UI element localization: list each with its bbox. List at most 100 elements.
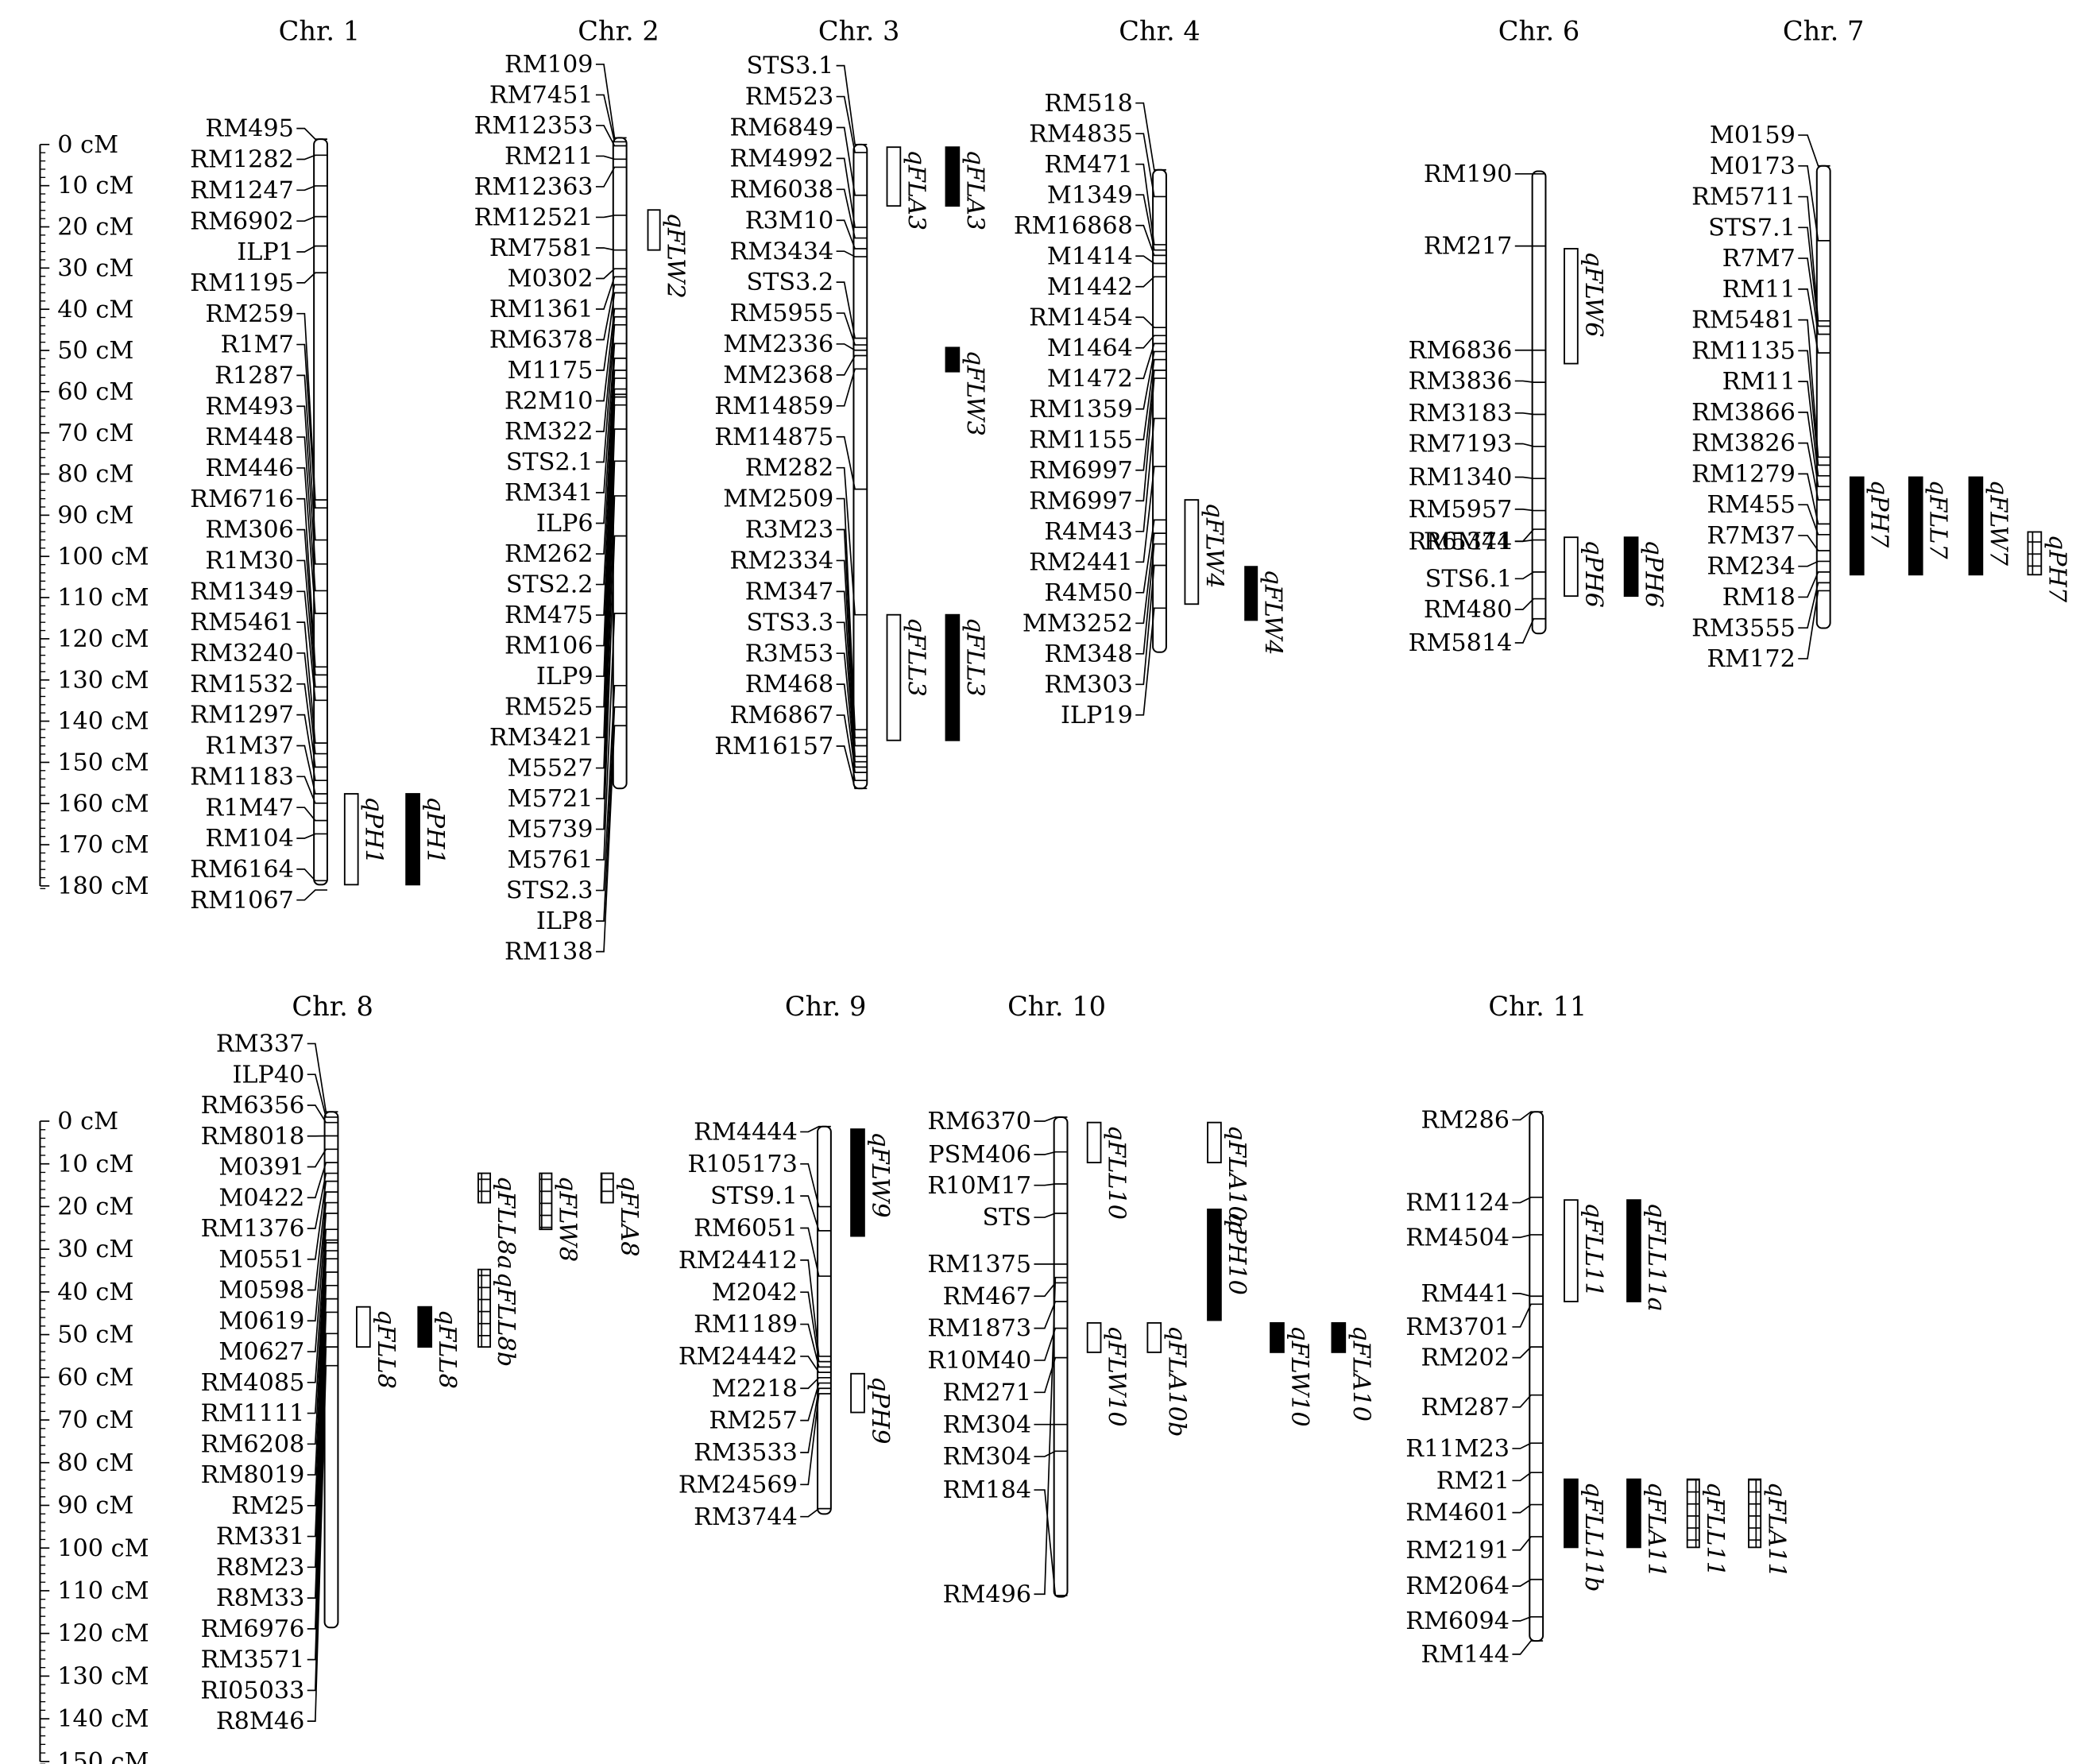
marker-label: RM6997 <box>1029 487 1133 515</box>
marker-label: RM2334 <box>730 547 834 575</box>
marker-label: RM525 <box>505 694 593 721</box>
marker-label: M2218 <box>712 1375 798 1402</box>
marker-label: RM3240 <box>190 640 294 667</box>
marker-label: ILP19 <box>1061 702 1133 729</box>
marker-label: RM5814 <box>1409 629 1513 657</box>
marker-label: M1472 <box>1047 365 1133 393</box>
qtl-bar <box>477 1172 492 1204</box>
marker-connector <box>307 1213 338 1352</box>
marker-label: R1287 <box>215 362 294 389</box>
marker-label: M1464 <box>1047 335 1133 362</box>
marker-label: M1349 <box>1047 181 1133 209</box>
marker-label: MM2509 <box>723 485 833 513</box>
marker-connector <box>1135 224 1166 257</box>
marker-label: RM475 <box>505 602 593 629</box>
scale-label: 150 cM <box>57 749 149 777</box>
marker-connector <box>1512 1111 1544 1121</box>
marker-connector <box>296 312 327 501</box>
marker-label: R6M44 <box>1424 528 1513 555</box>
marker-connector <box>296 745 327 795</box>
chromosome-body <box>612 137 628 790</box>
scale-label: 20 cM <box>57 1193 133 1221</box>
qtl-label: qFLL11 <box>1579 1203 1607 1298</box>
marker-connector <box>1798 319 1831 458</box>
marker-connector <box>1135 607 1166 716</box>
marker-label: M5761 <box>508 846 593 874</box>
marker-label: RM3836 <box>1409 368 1513 396</box>
marker-connector <box>1135 417 1166 532</box>
chromosome-body <box>313 138 328 886</box>
marker-connector <box>296 497 327 668</box>
marker-label: RM12521 <box>474 204 593 232</box>
marker-connector <box>800 1291 831 1363</box>
marker-label: RM106 <box>505 632 593 660</box>
qtl-label: qPH7 <box>1865 480 1893 548</box>
qtl-bar <box>1270 1321 1285 1353</box>
marker-label: R4M43 <box>1044 518 1133 546</box>
marker-connector <box>1034 1151 1068 1155</box>
marker-connector <box>296 245 327 253</box>
marker-connector <box>836 95 868 153</box>
qtl-label: qFLW4 <box>1200 502 1227 588</box>
marker-connector <box>1034 1489 1068 1596</box>
marker-label: M0619 <box>218 1307 304 1335</box>
marker-label: RM5461 <box>190 609 294 636</box>
marker-connector <box>800 1507 831 1518</box>
marker-connector <box>1135 519 1166 594</box>
marker-connector <box>296 621 327 744</box>
marker-label: R3M23 <box>745 516 834 544</box>
scale-label: 140 cM <box>57 708 149 736</box>
marker-connector <box>595 166 627 188</box>
marker-label: RM322 <box>505 418 593 446</box>
marker-label: RM24412 <box>678 1247 798 1275</box>
marker-label: RM12353 <box>474 112 593 140</box>
marker-label: RM6378 <box>489 327 593 354</box>
marker-label: RM5957 <box>1409 496 1513 524</box>
marker-connector <box>836 281 868 339</box>
marker-label: RM347 <box>745 578 834 605</box>
marker-connector <box>1798 226 1831 327</box>
marker-label: RM1279 <box>1691 460 1796 488</box>
marker-label: RM287 <box>1421 1394 1510 1422</box>
marker-label: RM441 <box>1421 1280 1510 1308</box>
marker-connector <box>1135 564 1166 686</box>
marker-connector <box>1135 102 1166 171</box>
marker-label: STS7.1 <box>1708 214 1796 242</box>
marker-connector <box>296 127 327 140</box>
marker-label: RM12363 <box>474 173 593 201</box>
marker-connector <box>595 292 627 371</box>
marker-connector <box>296 714 327 782</box>
marker-connector <box>1514 571 1546 580</box>
marker-label: M0627 <box>218 1338 304 1366</box>
marker-connector <box>1135 466 1166 563</box>
marker-connector <box>1798 257 1831 335</box>
marker-connector <box>1798 381 1831 477</box>
qtl-label: qFLW10 <box>1285 1325 1313 1426</box>
marker-connector <box>296 833 327 839</box>
marker-connector <box>1798 412 1831 488</box>
marker-label: RM446 <box>205 455 294 482</box>
marker-label: RM2064 <box>1405 1573 1510 1600</box>
marker-label: M0598 <box>218 1277 304 1305</box>
marker-label: R3M53 <box>745 640 834 667</box>
marker-label: RM467 <box>943 1282 1032 1310</box>
marker-label: RM3866 <box>1691 399 1796 427</box>
chromosome-c7: Chr. 7 M0159 M0173 RM5711 STS7.1 R7M7 RM11 RM54… <box>1691 16 2070 673</box>
marker-connector <box>1514 509 1546 512</box>
qtl-bar <box>1748 1478 1762 1549</box>
marker-label: RM6038 <box>730 176 834 203</box>
marker-label: R11M23 <box>1405 1435 1510 1463</box>
scale-label: 120 cM <box>57 625 149 653</box>
qtl-bar <box>343 793 359 886</box>
marker-connector <box>1798 288 1831 354</box>
marker-label: M1414 <box>1047 242 1133 270</box>
scale-label: 20 cM <box>57 214 133 242</box>
marker-label: RM6208 <box>201 1430 305 1458</box>
marker-connector <box>1512 1578 1544 1587</box>
qtl-bar <box>1686 1478 1700 1549</box>
marker-label: RM1111 <box>201 1400 305 1428</box>
qtl-bar <box>1626 1478 1641 1549</box>
marker-label: R10M17 <box>927 1172 1031 1200</box>
